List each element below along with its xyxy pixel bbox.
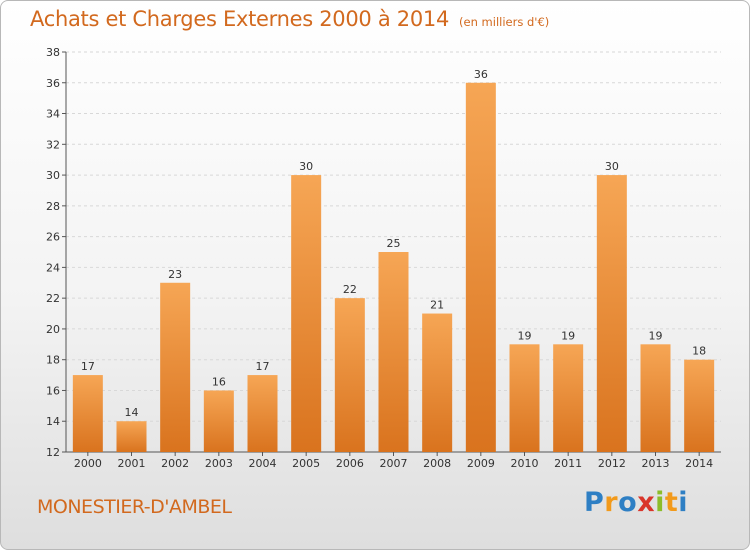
y-tick-label: 16 bbox=[46, 384, 60, 397]
x-tick-label: 2005 bbox=[292, 457, 320, 470]
bars bbox=[72, 82, 715, 453]
x-tick-label: 2000 bbox=[74, 457, 102, 470]
chart-title-text: Achats et Charges Externes 2000 à 2014 bbox=[30, 7, 450, 31]
logo-letter: i bbox=[655, 487, 665, 518]
data-label: 17 bbox=[81, 360, 95, 373]
logo-letter: o bbox=[618, 487, 638, 518]
bar-2001 bbox=[116, 421, 147, 452]
y-tick-label: 30 bbox=[46, 169, 60, 182]
bar-2000 bbox=[72, 375, 103, 452]
data-label: 30 bbox=[605, 160, 619, 173]
data-label: 18 bbox=[692, 345, 706, 358]
data-label: 14 bbox=[125, 406, 139, 419]
x-tick-label: 2001 bbox=[118, 457, 146, 470]
data-label: 30 bbox=[299, 160, 313, 173]
y-tick-label: 12 bbox=[46, 446, 60, 459]
chart-unit: (en milliers d'€) bbox=[459, 15, 550, 29]
data-label: 23 bbox=[168, 268, 182, 281]
commune-name: MONESTIER-D'AMBEL bbox=[37, 496, 232, 518]
data-label: 22 bbox=[343, 283, 357, 296]
bar-2012 bbox=[596, 175, 627, 453]
y-tick-label: 20 bbox=[46, 323, 60, 336]
y-tick-label: 34 bbox=[46, 108, 60, 121]
bar-2011 bbox=[553, 344, 584, 452]
logo-letter: x bbox=[637, 487, 656, 518]
data-label: 19 bbox=[561, 329, 575, 342]
y-tick-label: 38 bbox=[46, 46, 60, 59]
data-label: 36 bbox=[474, 68, 488, 81]
x-tick-label: 2011 bbox=[554, 457, 582, 470]
y-tick-label: 36 bbox=[46, 77, 60, 90]
logo-letter: P bbox=[584, 487, 605, 518]
x-tick-label: 2012 bbox=[598, 457, 626, 470]
y-tick-label: 26 bbox=[46, 231, 60, 244]
bar-2006 bbox=[334, 298, 365, 452]
data-label: 17 bbox=[256, 360, 270, 373]
bar-2014 bbox=[684, 359, 715, 452]
y-tick-label: 32 bbox=[46, 138, 60, 151]
y-tick-label: 24 bbox=[46, 261, 60, 274]
bar-2003 bbox=[203, 390, 234, 452]
logo-letter: r bbox=[604, 487, 619, 518]
y-tick-label: 14 bbox=[46, 415, 60, 428]
bar-2002 bbox=[160, 282, 191, 452]
x-tick-label: 2007 bbox=[380, 457, 408, 470]
proxiti-logo[interactable]: Proxiti bbox=[584, 487, 688, 518]
bar-2004 bbox=[247, 375, 278, 452]
data-label: 25 bbox=[387, 237, 401, 250]
data-label: 19 bbox=[518, 329, 532, 342]
x-tick-label: 2006 bbox=[336, 457, 364, 470]
x-tick-label: 2010 bbox=[511, 457, 539, 470]
x-tick-label: 2004 bbox=[249, 457, 277, 470]
bar-2007 bbox=[378, 252, 409, 452]
x-tick-label: 2014 bbox=[685, 457, 713, 470]
x-tick-label: 2009 bbox=[467, 457, 495, 470]
bar-2005 bbox=[291, 175, 322, 453]
x-tick-label: 2002 bbox=[161, 457, 189, 470]
bar-2013 bbox=[640, 344, 671, 452]
data-labels: 17 14 23 16 17 30 22 25 21 36 19 19 30 19 18 bbox=[81, 68, 706, 419]
bar-2009 bbox=[465, 82, 496, 453]
bar-2008 bbox=[422, 313, 453, 452]
data-label: 21 bbox=[430, 299, 444, 312]
data-label: 19 bbox=[649, 329, 663, 342]
x-tick-label: 2013 bbox=[642, 457, 670, 470]
data-label: 16 bbox=[212, 375, 226, 388]
y-tick-label: 18 bbox=[46, 354, 60, 367]
y-tick-label: 22 bbox=[46, 292, 60, 305]
x-tick-label: 2008 bbox=[423, 457, 451, 470]
logo-letter: i bbox=[678, 487, 689, 518]
x-tick-label: 2003 bbox=[205, 457, 233, 470]
axes: 12 14 16 18 20 22 24 26 28 30 32 34 36 38 2000 2001 2002… bbox=[46, 46, 721, 470]
y-tick-label: 28 bbox=[46, 200, 60, 213]
bar-2010 bbox=[509, 344, 540, 452]
logo-letter: t bbox=[664, 487, 679, 518]
chart-title: Achats et Charges Externes 2000 à 2014 (e… bbox=[30, 7, 549, 31]
